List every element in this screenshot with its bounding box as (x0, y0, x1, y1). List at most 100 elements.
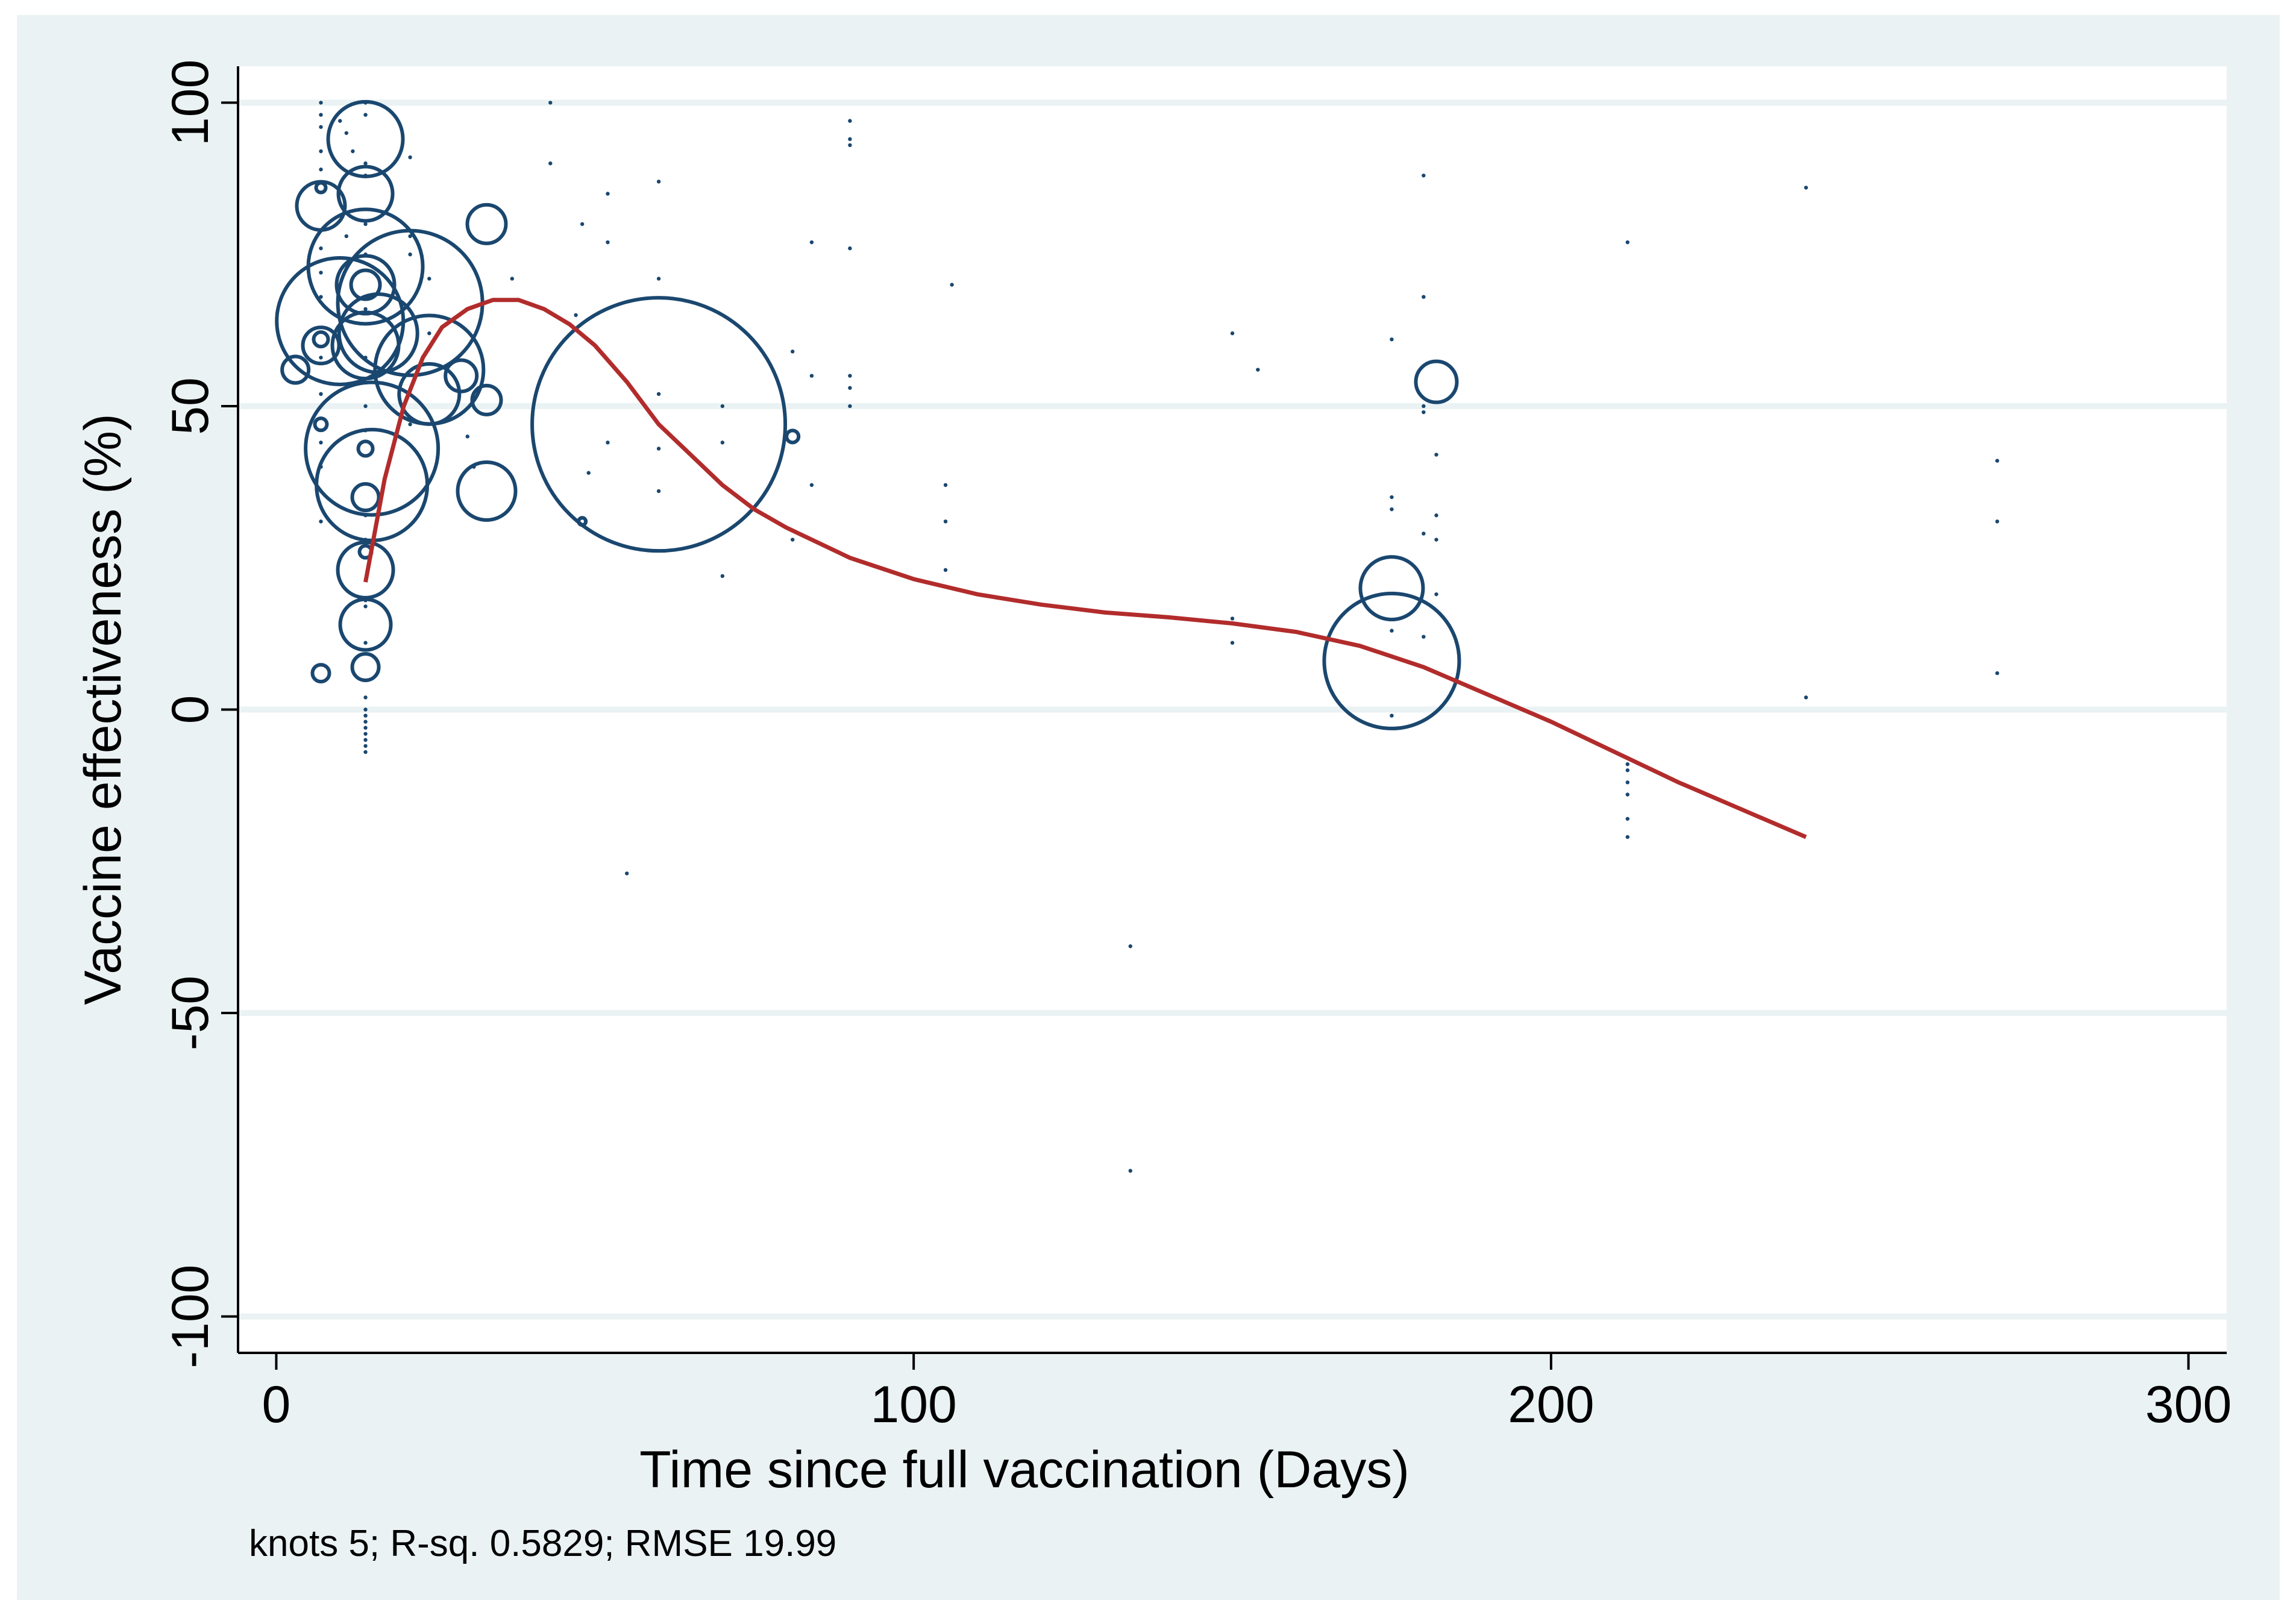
dot-marker (510, 277, 515, 281)
dot-marker (656, 392, 661, 397)
y-tick-label: -100 (162, 1265, 219, 1369)
y-axis-ticks: 100 50 0 -50 -100 (162, 60, 238, 1369)
dot-marker (606, 441, 610, 445)
dot-marker (319, 392, 323, 397)
bubble-marker (785, 428, 801, 445)
dot-marker (1995, 459, 2000, 463)
bubble-marker (280, 354, 311, 385)
dot-marker (363, 174, 368, 178)
dot-marker (319, 489, 323, 494)
dot-marker (848, 246, 852, 251)
dot-marker (363, 598, 368, 603)
dot-marker (1625, 240, 1629, 245)
dot-marker (848, 143, 852, 148)
dot-marker (720, 574, 725, 579)
dot-marker (363, 538, 368, 542)
dot-marker (586, 471, 591, 475)
dot-marker (809, 374, 814, 378)
dot-marker (1390, 713, 1394, 718)
bubble-marker (314, 181, 328, 195)
dot-marker (408, 155, 412, 160)
dot-marker (1804, 695, 1808, 700)
dot-marker (344, 234, 349, 239)
dot-marker (1995, 519, 2000, 524)
y-tick-label: -50 (162, 976, 219, 1050)
bubble-marker (444, 358, 479, 394)
bubble-marker (336, 165, 395, 223)
dot-marker (1625, 835, 1629, 839)
dot-marker (363, 720, 368, 724)
dot-marker (1128, 944, 1132, 949)
x-axis-title: Time since full vaccination (Days) (639, 1441, 1410, 1499)
dot-marker (1390, 337, 1394, 342)
dot-marker (1230, 331, 1235, 336)
bubble-marker (330, 310, 401, 381)
bubble-marker (304, 380, 441, 517)
dot-marker (319, 149, 323, 154)
y-tick-label: 100 (162, 60, 219, 146)
dot-marker (472, 465, 476, 469)
dot-marker (319, 519, 323, 524)
bubble-marker (470, 383, 503, 416)
dot-marker (1995, 671, 2000, 676)
dot-marker (363, 252, 368, 257)
dot-marker (1625, 792, 1629, 797)
dot-marker (363, 707, 368, 712)
dot-marker (848, 374, 852, 378)
bubble-marker (310, 663, 331, 684)
dot-marker (363, 641, 368, 645)
dot-marker (943, 519, 948, 524)
dot-marker (351, 149, 355, 154)
dot-marker (606, 240, 610, 245)
y-tick-label: 50 (162, 377, 219, 435)
dot-marker (1422, 404, 1426, 409)
spline-fit-line (363, 298, 1807, 839)
bubble-marker (1358, 555, 1425, 622)
dot-marker (363, 222, 368, 227)
dot-marker (1434, 453, 1438, 457)
dot-marker (1422, 635, 1426, 639)
grid-lines (238, 99, 2227, 1320)
dot-marker (363, 713, 368, 718)
dot-marker (943, 568, 948, 572)
bubble-marker (530, 296, 788, 553)
bubble-marker (337, 292, 419, 375)
bubble-marker (349, 268, 382, 301)
dot-marker (363, 744, 368, 748)
dot-marker (465, 434, 469, 439)
dot-marker (319, 168, 323, 172)
dot-marker (319, 101, 323, 105)
bubble-marker (397, 362, 462, 426)
y-axis-title: Vaccine effectiveness (%) (74, 413, 132, 1005)
dot-marker (848, 404, 852, 409)
y-tick-label: 0 (162, 695, 219, 724)
dot-marker (363, 161, 368, 166)
dot-marker (1422, 532, 1426, 536)
dot-marker (1256, 368, 1260, 372)
dot-marker (363, 513, 368, 518)
dot-marker (363, 738, 368, 742)
dot-marker (656, 180, 661, 184)
dot-marker (408, 422, 412, 427)
bubble-marker (356, 439, 375, 458)
dot-marker (1434, 513, 1438, 518)
dot-marker (720, 404, 725, 409)
dot-marker (848, 119, 852, 123)
dot-marker (1230, 641, 1235, 645)
dot-marker (1390, 629, 1394, 633)
bubble-marker (301, 325, 341, 366)
dot-marker (1128, 1168, 1132, 1173)
dot-marker (363, 695, 368, 700)
dot-marker (1422, 410, 1426, 415)
dot-marker (1625, 768, 1629, 773)
dot-marker (319, 113, 323, 117)
dot-marker (344, 131, 349, 135)
dot-marker (319, 465, 323, 469)
bubble-marker (1414, 359, 1459, 404)
dot-marker (1230, 616, 1235, 621)
x-tick-label: 200 (1508, 1376, 1595, 1434)
dot-marker (363, 726, 368, 730)
dot-marker (363, 604, 368, 609)
dot-marker (950, 283, 954, 287)
